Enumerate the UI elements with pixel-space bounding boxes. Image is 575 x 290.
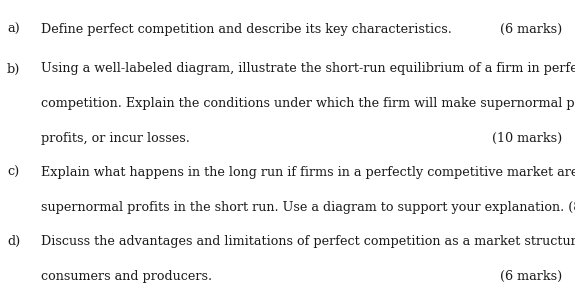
Text: (10 marks): (10 marks) [492, 132, 562, 145]
Text: b): b) [7, 62, 20, 75]
Text: competition. Explain the conditions under which the firm will make supernormal p: competition. Explain the conditions unde… [41, 97, 575, 110]
Text: Define perfect competition and describe its key characteristics.: Define perfect competition and describe … [41, 23, 453, 37]
Text: (6 marks): (6 marks) [500, 270, 562, 283]
Text: Using a well-labeled diagram, illustrate the short-run equilibrium of a firm in : Using a well-labeled diagram, illustrate… [41, 62, 575, 75]
Text: profits, or incur losses.: profits, or incur losses. [41, 132, 190, 145]
Text: (6 marks): (6 marks) [500, 23, 562, 37]
Text: c): c) [7, 166, 19, 179]
Text: Explain what happens in the long run if firms in a perfectly competitive market : Explain what happens in the long run if … [41, 166, 575, 179]
Text: Discuss the advantages and limitations of perfect competition as a market struct: Discuss the advantages and limitations o… [41, 235, 575, 248]
Text: consumers and producers.: consumers and producers. [41, 270, 213, 283]
Text: d): d) [7, 235, 20, 248]
Text: a): a) [7, 23, 20, 37]
Text: supernormal profits in the short run. Use a diagram to support your explanation.: supernormal profits in the short run. Us… [41, 201, 575, 214]
